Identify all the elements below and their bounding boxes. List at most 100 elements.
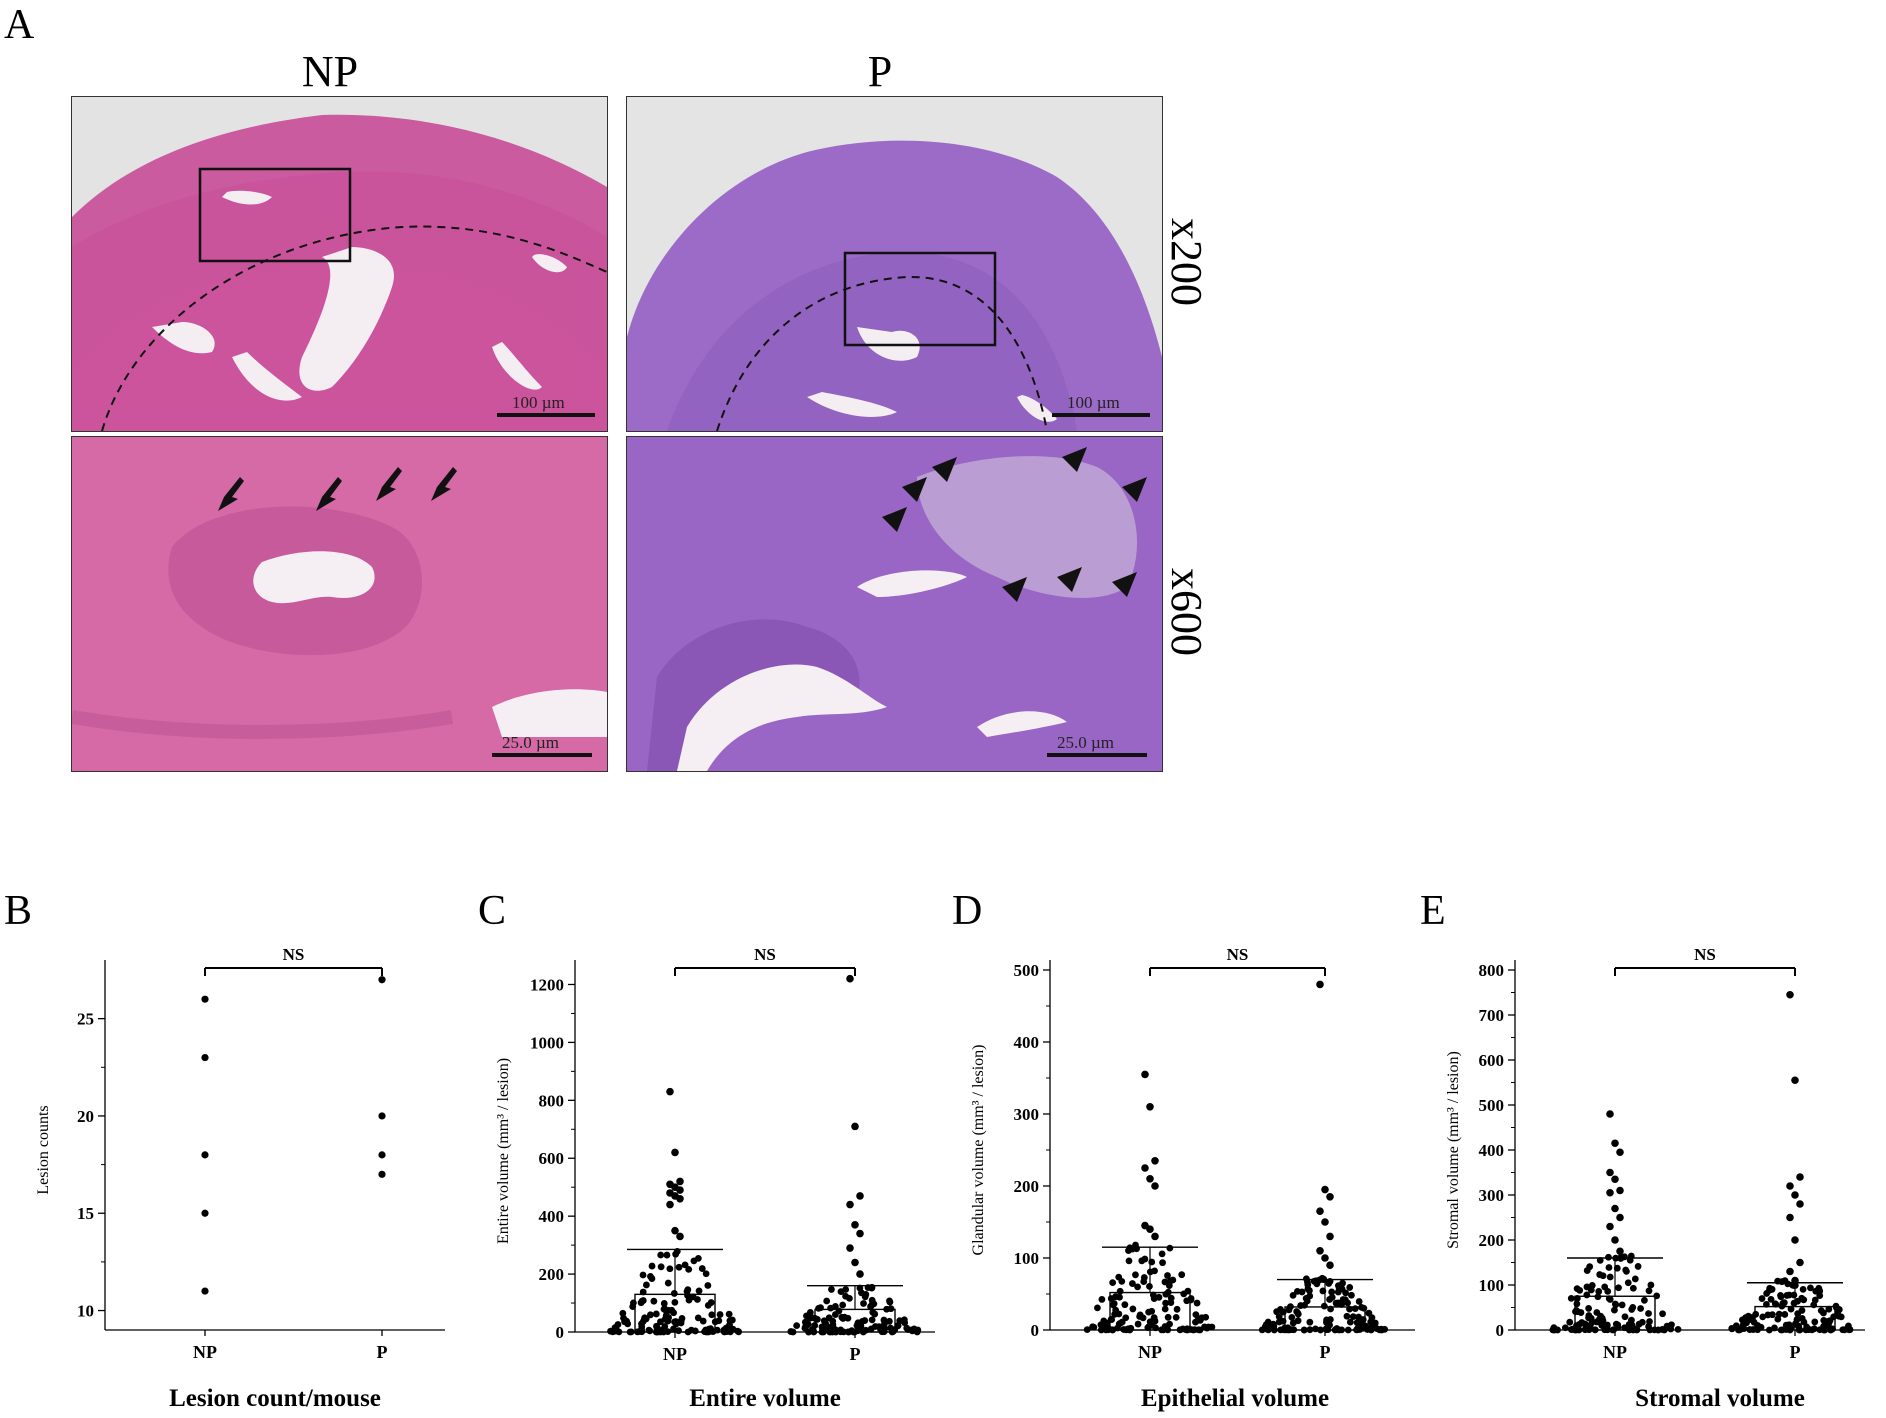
data-point-np [1189,1326,1197,1334]
data-point-p [1353,1319,1361,1327]
scale-bar-label-p-x600: 25.0 µm [1057,733,1115,752]
data-point-p [859,1328,867,1336]
magnification-label-x600: x600 [1162,568,1211,656]
data-point-np [650,1297,658,1305]
y-axis-label: Lesion counts [35,1105,52,1194]
data-point-np [1164,1272,1171,1279]
data-point-p [860,1300,867,1307]
data-point-np [1621,1313,1629,1321]
data-point-np [1132,1271,1139,1279]
y-tick-label: 400 [1014,1033,1040,1052]
data-point-np [1655,1326,1662,1334]
y-tick-label: 100 [1014,1249,1040,1268]
data-point-p [1832,1302,1840,1310]
data-point-p [856,1284,864,1292]
data-point-np [1583,1291,1591,1299]
data-point-p [1294,1317,1302,1325]
arrowhead-markers-p [882,447,1147,602]
data-point-np [1631,1275,1639,1283]
data-point-np [1612,1254,1620,1262]
data-point-p [1297,1302,1305,1309]
y-tick-label: 0 [556,1323,565,1342]
data-point-np [627,1328,635,1336]
data-point-p [880,1316,888,1324]
data-point-p [1343,1312,1351,1320]
data-point-p [1800,1296,1808,1304]
data-point-p [1328,1288,1336,1296]
data-point-np [1573,1322,1580,1330]
data-point-np [699,1317,707,1325]
data-point-p [1346,1318,1354,1326]
data-point-np [1605,1264,1613,1271]
outlier-point-p [846,1200,854,1209]
panel-letter-a: A [4,2,35,48]
data-point-np [1116,1287,1124,1295]
data-point-p [1263,1325,1271,1333]
data-point-np [1178,1271,1186,1279]
data-point-np [713,1326,721,1334]
data-point-np [1627,1252,1635,1260]
data-point-p [1326,1296,1333,1303]
data-point-p [1759,1313,1767,1321]
data-point-p [1280,1326,1288,1334]
data-point-p [1798,1314,1806,1322]
data-point-np [661,1323,669,1330]
data-point-np [1165,1282,1173,1290]
data-point-p [1355,1313,1362,1321]
data-point-p [1771,1324,1778,1332]
data-point-np [1587,1286,1595,1294]
significance-label: NS [1227,945,1249,964]
outlier-point-np [666,1087,674,1096]
data-point-p [1258,1326,1266,1334]
data-point-np [1159,1259,1166,1267]
data-point-np [1618,1301,1626,1309]
outlier-point-p [856,1270,864,1278]
data-point-np [621,1318,628,1326]
data-point-p [904,1326,912,1334]
data-point-p [1777,1293,1785,1301]
data-point-np [1122,1314,1130,1322]
data-point-np [1121,1301,1129,1309]
data-point-p [1790,1299,1798,1307]
data-point-p [1300,1326,1308,1334]
histology-np-x200: 100 µm [71,96,608,432]
data-point-p [1306,1292,1314,1300]
data-point-np [1573,1300,1581,1308]
data-point-p [1728,1324,1736,1332]
data-point-p [883,1305,891,1313]
chart-epithelial-volume: 0 100 200 300 400 500 NP P Group Glandular volume… [970,945,1415,1360]
data-point-np [1161,1323,1169,1330]
data-point-p [1774,1315,1782,1323]
data-point-p [850,1328,858,1336]
data-point-p [1754,1323,1762,1331]
data-point-np [1646,1326,1654,1334]
outlier-point-np [671,1148,679,1157]
outlier-point-np [1146,1175,1154,1183]
y-tick-label: 1000 [530,1033,564,1052]
data-point-np [687,1326,695,1334]
data-point-p [1346,1305,1353,1313]
data-point-np [639,1288,647,1296]
y-tick-label: 300 [1014,1105,1040,1124]
data-point-np [1596,1256,1604,1264]
data-point-p [1810,1325,1818,1333]
outlier-point-np [1151,1232,1159,1241]
data-point-np [629,1303,637,1310]
data-point-np [1614,1323,1622,1331]
outlier-point-np [1611,1204,1619,1213]
outlier-point-p [1791,1236,1799,1244]
data-point-np [1605,1253,1612,1261]
data-point-np [1561,1324,1569,1332]
data-point-p [801,1324,809,1332]
data-point-p [823,1297,831,1305]
data-point-np [1146,1283,1153,1290]
data-point-np [726,1321,733,1329]
data-point-np [201,1053,209,1062]
data-point-np [702,1270,710,1278]
data-point-p [1367,1318,1375,1326]
data-point-np [1140,1274,1148,1281]
data-point-np [1597,1312,1605,1320]
data-point-np [694,1314,702,1322]
panel-letter-d: D [952,888,983,934]
data-point-p [1348,1291,1355,1299]
